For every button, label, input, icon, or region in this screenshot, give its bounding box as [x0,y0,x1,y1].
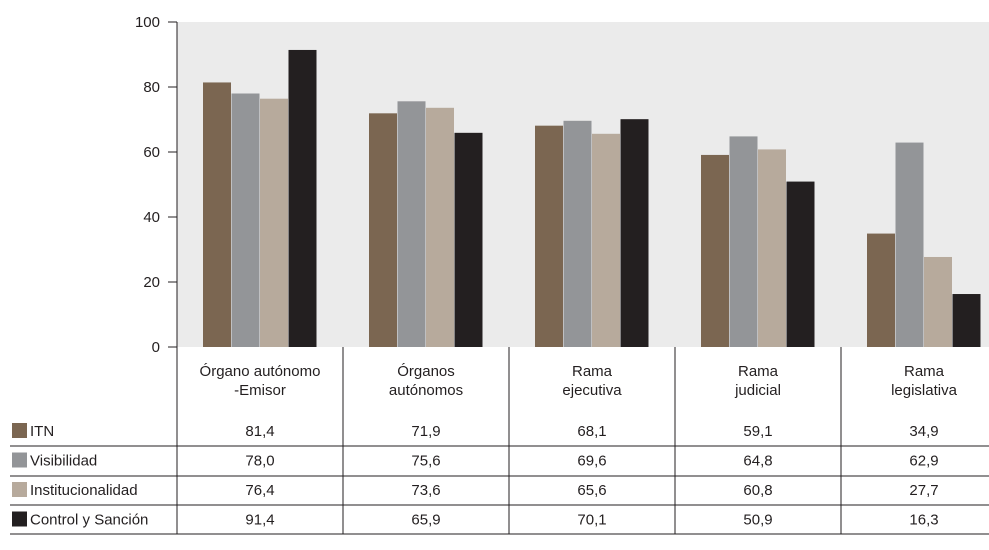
table-cell-value: 91,4 [245,512,274,529]
legend-label: Control y Sanción [30,512,148,529]
bar-itn [867,233,895,347]
bar-itn [701,154,729,347]
category-label: judicial [734,382,781,399]
bar-visibilidad [895,142,924,347]
legend-label: Institucionalidad [30,482,138,499]
y-tick-label: 0 [152,339,160,356]
y-tick-label: 100 [135,14,160,31]
bar-itn [203,82,231,347]
bar-itn [535,125,563,347]
table-cell-value: 68,1 [577,423,606,440]
bar-visibilidad [729,136,758,347]
table-cell-value: 71,9 [411,423,440,440]
bar-institucionalidad [592,133,620,347]
table-cell-value: 76,4 [245,482,274,499]
category-label: Órganos [397,363,455,380]
table-cell-value: 65,9 [411,512,440,529]
table-cell-value: 62,9 [909,453,938,470]
table-cell-value: 65,6 [577,482,606,499]
table-cell-value: 70,1 [577,512,606,529]
table-cell-value: 81,4 [245,423,274,440]
legend-label: Visibilidad [30,453,97,470]
category-label: autónomos [389,382,463,399]
table-cell-value: 69,6 [577,453,606,470]
bar-visibilidad [563,120,592,347]
bar-visibilidad [397,101,426,347]
category-label: -Emisor [234,382,286,399]
y-tick-label: 40 [143,209,160,226]
table-cell-value: 27,7 [909,482,938,499]
table-cell-value: 73,6 [411,482,440,499]
legend-swatch [12,452,27,468]
category-label: Rama [904,363,945,380]
bar-control-y-sanción [952,294,981,347]
table-cell-value: 59,1 [743,423,772,440]
table-cell-value: 60,8 [743,482,772,499]
table-cell-value: 34,9 [909,423,938,440]
table-cell-value: 78,0 [245,453,274,470]
bar-control-y-sanción [786,181,815,347]
y-tick-label: 60 [143,144,160,161]
y-tick-label: 20 [143,274,160,291]
legend-swatch [12,511,27,527]
table-cell-value: 16,3 [909,512,938,529]
table-cell-value: 64,8 [743,453,772,470]
bar-institucionalidad [924,256,952,347]
bar-itn [369,113,397,347]
bar-institucionalidad [260,98,288,347]
table-cell-value: 50,9 [743,512,772,529]
legend-swatch [12,482,27,497]
bar-control-y-sanción [620,119,649,347]
category-label: Rama [572,363,613,380]
category-label: ejecutiva [562,382,622,399]
table-cell-value: 75,6 [411,453,440,470]
bar-control-y-sanción [454,132,483,347]
category-label: Órgano autónomo [200,363,321,380]
bar-institucionalidad [758,149,786,347]
bar-visibilidad [231,93,260,347]
category-label: Rama [738,363,779,380]
y-tick-label: 80 [143,79,160,96]
category-label: legislativa [891,382,958,399]
legend-swatch [12,423,27,438]
bar-institucionalidad [426,107,454,347]
legend-label: ITN [30,423,54,440]
bar-control-y-sanción [288,49,317,347]
